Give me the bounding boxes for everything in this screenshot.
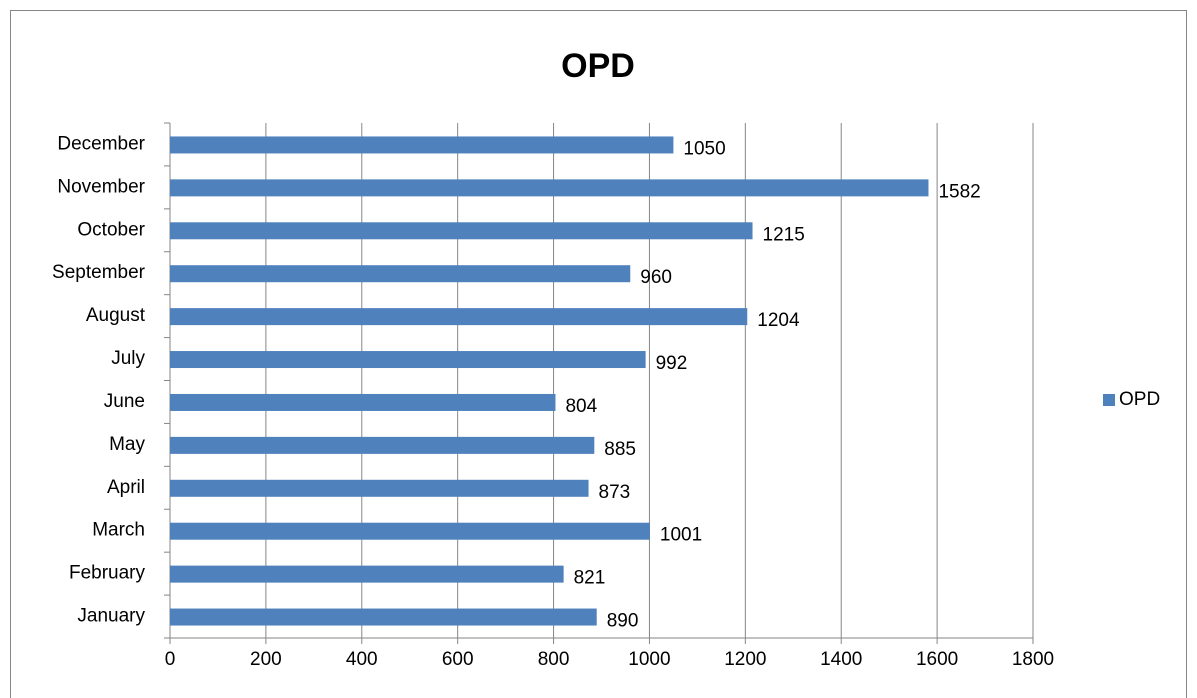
bar <box>170 136 674 154</box>
bar <box>170 608 597 626</box>
bar <box>170 179 929 197</box>
data-label: 885 <box>604 439 636 460</box>
x-tick-label: 1400 <box>820 649 862 670</box>
y-tick-label: October <box>77 219 145 240</box>
data-label: 873 <box>599 482 631 503</box>
x-tick-label: 600 <box>442 649 474 670</box>
x-tick-label: 400 <box>346 649 378 670</box>
data-label: 1215 <box>763 224 805 245</box>
x-tick-label: 1000 <box>628 649 670 670</box>
bar <box>170 436 595 454</box>
data-label: 1001 <box>660 525 702 546</box>
x-tick-label: 1600 <box>916 649 958 670</box>
legend-label: OPD <box>1119 389 1160 410</box>
y-tick-label: November <box>57 176 145 197</box>
x-tick-label: 1800 <box>1012 649 1054 670</box>
y-tick-label: May <box>109 434 145 455</box>
y-tick-label: January <box>77 606 145 627</box>
bar <box>170 565 564 583</box>
y-tick-label: June <box>104 391 145 412</box>
legend-swatch <box>1103 394 1115 406</box>
data-label: 960 <box>640 267 672 288</box>
data-label: 1204 <box>757 310 800 331</box>
bar <box>170 222 753 240</box>
bar <box>170 479 589 497</box>
y-tick-label: December <box>57 133 145 154</box>
data-label: 1050 <box>683 138 725 159</box>
bar <box>170 393 556 411</box>
data-label: 992 <box>656 353 688 374</box>
y-tick-label: August <box>86 305 146 326</box>
y-tick-label: September <box>52 262 146 283</box>
bar <box>170 265 631 283</box>
chart-title: OPD <box>561 47 635 85</box>
data-label: 821 <box>574 568 606 589</box>
bar <box>170 308 748 326</box>
y-tick-label: July <box>111 348 145 369</box>
y-tick-label: April <box>107 477 145 498</box>
x-tick-label: 0 <box>165 649 176 670</box>
bar <box>170 351 646 369</box>
y-tick-label: February <box>69 563 146 584</box>
x-tick-label: 1200 <box>724 649 766 670</box>
data-label: 890 <box>607 611 639 632</box>
data-label: 804 <box>565 396 597 417</box>
bar <box>170 522 650 540</box>
data-label: 1582 <box>938 181 980 202</box>
y-tick-label: March <box>92 520 145 541</box>
x-tick-label: 800 <box>538 649 570 670</box>
x-tick-label: 200 <box>250 649 282 670</box>
